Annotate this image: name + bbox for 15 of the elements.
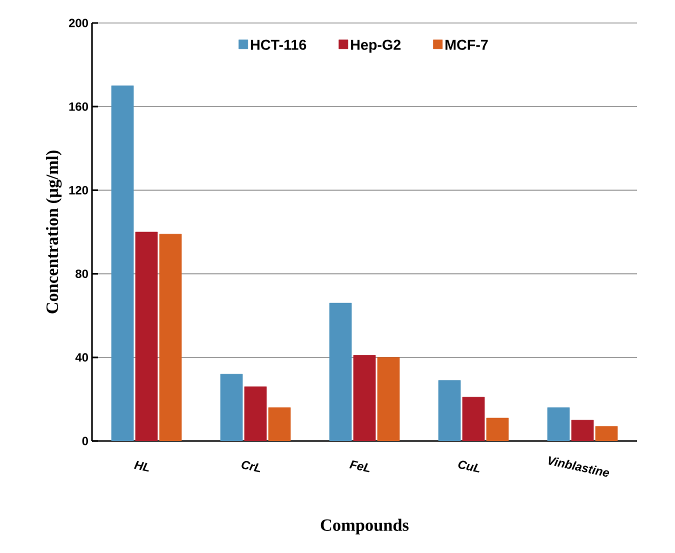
legend-label: HCT-116 bbox=[251, 40, 306, 50]
x-tick-label: CuL bbox=[458, 460, 480, 473]
y-tick-label: 40 bbox=[75, 353, 88, 362]
y-axis-title: Concentration (µg/ml) bbox=[46, 150, 62, 314]
y-tick-label: 0 bbox=[82, 436, 88, 446]
x-axis-title: Compounds bbox=[320, 518, 409, 534]
legend-label: Hep-G2 bbox=[351, 40, 401, 53]
y-tick-label: 160 bbox=[69, 102, 88, 111]
x-tick-label: FeL bbox=[349, 460, 370, 472]
y-tick-label: 120 bbox=[69, 186, 88, 194]
x-tick-label: HL bbox=[134, 460, 149, 472]
legend-label: MCF-7 bbox=[446, 40, 488, 50]
y-tick-label: 200 bbox=[68, 18, 88, 28]
x-tick-label: CrL bbox=[242, 461, 260, 472]
y-tick-label: 80 bbox=[76, 270, 88, 278]
